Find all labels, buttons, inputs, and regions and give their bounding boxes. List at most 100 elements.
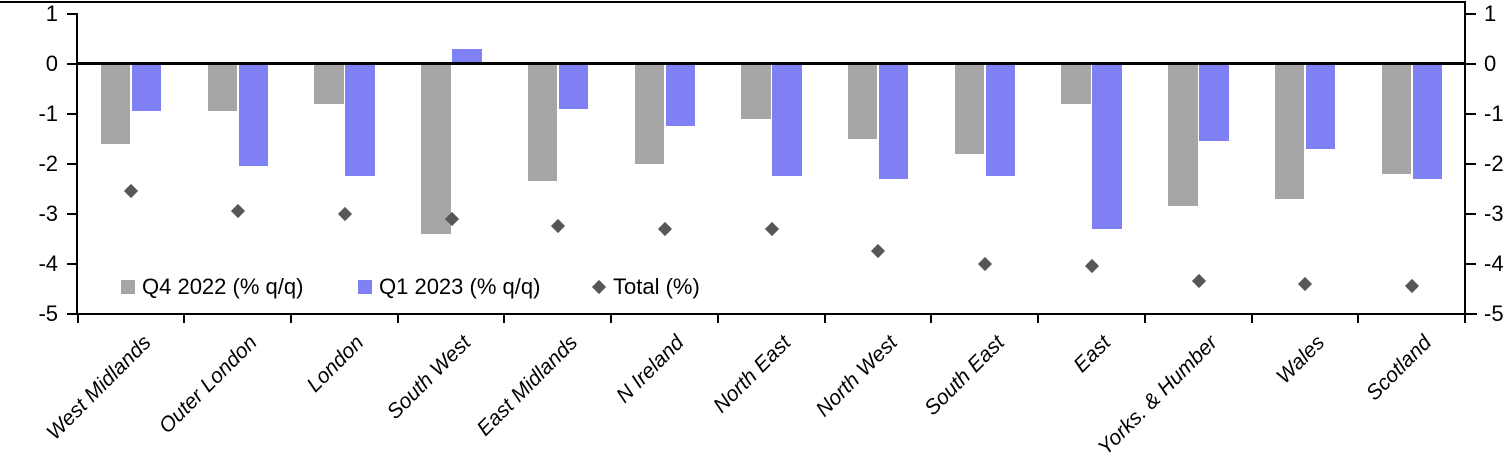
right-y-tick [1465,112,1476,115]
bar-q4-2022-east [1061,63,1091,104]
x-category-label-london: London [302,331,369,397]
bar-q1-2023-yorks-humber [1199,63,1229,141]
y-tick-label-right: -4 [1484,250,1504,276]
x-category-label-south-west: South West [382,331,476,424]
bar-q1-2023-outer-london [238,63,269,166]
marker-total-london [337,206,352,221]
y-tick-label-left: -2 [38,150,58,176]
y-tick-label-left: 1 [45,0,58,26]
y-tick-label-right: 0 [1484,50,1497,76]
legend-label-q4-2022: Q4 2022 (% q/q) [142,274,304,299]
marker-total-east-midlands [551,218,566,234]
bar-q4-2022-north-east [741,63,771,119]
right-y-tick [1465,162,1476,165]
y-tick-label-left: -5 [38,300,58,326]
x-category-label-n-ireland: N Ireland [612,331,689,408]
bar-q4-2022-yorks-humber [1168,63,1198,206]
x-axis-tick [930,314,933,323]
y-tick-label-left: -4 [38,250,58,276]
x-axis-tick [396,314,399,323]
bar-q1-2023-east [1092,63,1122,229]
bar-q1-2023-south-east [985,63,1016,176]
marker-total-n-ireland [657,221,673,236]
bar-q4-2022-london [314,63,344,104]
bar-q1-2023-east-midlands [558,63,589,109]
y-tick-label-right: -1 [1484,100,1504,126]
bar-q1-2023-n-ireland [665,63,696,126]
x-category-label-outer-london: Outer London [154,331,262,439]
marker-total-north-east [764,221,779,236]
total-diamond-icon [591,279,607,295]
bar-q1-2023-london [345,63,375,176]
y-tick-label-left: 0 [45,50,58,76]
marker-total-wales [1298,276,1313,291]
bar-q4-2022-outer-london [207,63,238,111]
legend-item-total: Total (%) [591,274,700,300]
x-category-label-east-midlands: East Midlands [472,331,583,441]
bar-q1-2023-west-midlands [131,63,162,111]
legend-label-total: Total (%) [613,274,700,299]
right-y-tick [1465,312,1476,315]
left-y-tick [67,262,78,265]
x-axis-tick [76,314,79,323]
x-axis-tick [1464,314,1466,323]
x-category-label-north-west: North West [811,331,903,422]
bar-q4-2022-north-west [847,63,878,139]
left-y-tick [67,312,78,315]
bar-q1-2023-north-west [878,63,909,179]
x-axis-tick [1143,314,1146,323]
left-y-tick [67,62,78,65]
bar-q1-2023-north-east [772,63,802,176]
y-tick-label-right: 1 [1484,0,1497,26]
marker-total-east [1084,258,1100,274]
bar-q4-2022-wales [1274,63,1305,199]
bar-q4-2022-south-west [421,63,451,234]
x-axis-tick [1250,314,1253,323]
bar-q4-2022-n-ireland [634,63,665,164]
right-y-tick [1465,62,1476,65]
right-y-tick [1465,12,1476,15]
y-tick-label-left: -3 [38,200,58,226]
q4-2022-swatch-icon [121,280,135,294]
legend-item-q1-2023: Q1 2023 (% q/q) [358,274,540,300]
x-axis-tick [823,314,826,323]
right-y-tick [1465,262,1476,265]
marker-total-south-east [978,256,993,271]
bar-q4-2022-scotland [1381,63,1412,174]
x-axis-tick [610,314,613,323]
x-axis-tick [716,314,719,323]
x-axis-tick [183,314,186,323]
x-category-label-wales: Wales [1271,331,1330,389]
left-y-tick [67,162,78,165]
marker-total-outer-london [231,203,246,219]
x-axis-tick [1037,314,1040,323]
right-y-axis-line [1464,2,1466,314]
bar-q1-2023-south-west [452,48,482,64]
y-tick-label-right: -3 [1484,200,1504,226]
marker-total-scotland [1405,278,1420,294]
marker-total-yorks-humber [1191,273,1206,289]
x-category-label-east: East [1069,331,1116,377]
x-category-label-south-east: South East [920,331,1009,420]
y-tick-label-right: -5 [1484,300,1504,326]
legend-item-q4-2022: Q4 2022 (% q/q) [121,274,303,300]
left-y-tick [67,212,78,215]
bar-q1-2023-scotland [1412,63,1443,179]
x-axis-tick [503,314,506,323]
x-category-label-west-midlands: West Midlands [41,331,156,445]
chart-top-border [0,1,1466,3]
y-tick-label-right: -2 [1484,150,1504,176]
zero-line [77,62,1466,65]
y-tick-label-left: -1 [38,100,58,126]
legend-label-q1-2023: Q1 2023 (% q/q) [379,274,541,299]
left-y-tick [67,12,78,15]
right-y-tick [1465,212,1476,215]
bar-q4-2022-east-midlands [527,63,558,181]
x-axis-tick [1357,314,1360,323]
marker-total-north-west [871,243,886,259]
bar-q4-2022-south-east [954,63,985,154]
x-axis-line [67,313,1477,315]
bar-q1-2023-wales [1305,63,1336,149]
